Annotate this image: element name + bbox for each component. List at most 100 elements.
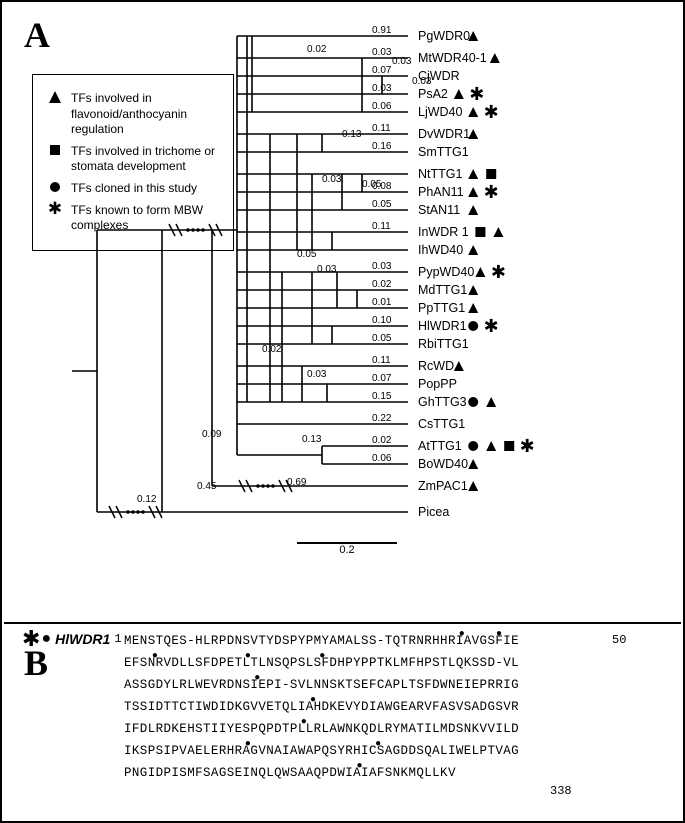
- internal-branch-length: 0.03: [317, 264, 337, 275]
- sequence-line: ●IFDLRDKEHSTIIYESPQPDTPLLRLAWNKQDLRYMATI…: [124, 718, 519, 740]
- tip-label: NtTTG1: [418, 167, 462, 181]
- branch-length: 0.11: [372, 355, 391, 366]
- seq-end-50: 50: [612, 633, 626, 647]
- triangle-icon: [490, 53, 500, 63]
- star-icon: ✱: [484, 182, 499, 202]
- triangle-icon: [468, 459, 478, 469]
- branch-length: 0.05: [372, 333, 392, 344]
- triangle-icon: [475, 267, 485, 277]
- internal-branch-length: 0.12: [137, 494, 157, 505]
- internal-branch-length: 0.13: [342, 129, 362, 140]
- triangle-icon: [468, 285, 478, 295]
- tip-label: InWDR 1: [418, 225, 469, 239]
- svg-text:✱: ✱: [484, 316, 499, 336]
- tip-label: SmTTG1: [418, 145, 469, 159]
- panel-divider: [4, 622, 681, 624]
- triangle-icon: [468, 245, 478, 255]
- internal-branch-length: 0.69: [287, 477, 307, 488]
- branch-length: 0.02: [372, 279, 392, 290]
- tip-label: StAN11: [418, 203, 460, 217]
- circle-icon: [468, 321, 478, 331]
- triangle-icon: [468, 187, 478, 197]
- svg-text:✱: ✱: [484, 182, 499, 202]
- sequence-line: ●ASSGDYLRLWEVRDNSIEPI-SVLNNSKTSEFCAPLTSF…: [124, 674, 519, 696]
- sequence-line: ●●●EFSNRVDLLSFDPETLTLNSQPSLSFDHPYPPTKLMF…: [124, 652, 519, 674]
- tip-label: PsA2: [418, 87, 448, 101]
- tip-label: ZmPAC1: [418, 479, 468, 493]
- star-icon: ✱: [491, 262, 506, 282]
- tip-label: CjWDR: [418, 69, 460, 83]
- triangle-icon: [468, 205, 478, 215]
- triangle-icon: [486, 441, 496, 451]
- star-icon: ✱: [520, 436, 535, 456]
- svg-text:✱: ✱: [520, 436, 535, 456]
- triangle-icon: [454, 89, 464, 99]
- seq-header: ✱ ● HlWDR1 1: [22, 626, 122, 652]
- branch-length: 0.07: [372, 373, 392, 384]
- triangle-icon: [468, 107, 478, 117]
- circle-icon: [468, 441, 478, 451]
- branch-length: 0.02: [372, 435, 392, 446]
- internal-branch-length: 0.02: [307, 44, 327, 55]
- internal-branch-length: 0.02: [262, 344, 282, 355]
- phylo-tree: 0.020.030.030.130.030.050.030.050.020.03…: [42, 12, 682, 552]
- tip-label: PopPP: [418, 377, 457, 391]
- star-icon: ✱: [484, 316, 499, 336]
- branch-length: 0.15: [372, 391, 392, 402]
- triangle-icon: [454, 361, 464, 371]
- triangle-icon: [468, 169, 478, 179]
- triangle-icon: [468, 481, 478, 491]
- circle-icon: ●: [41, 630, 51, 648]
- star-icon: ✱: [469, 84, 484, 104]
- tip-label: AtTTG1: [418, 439, 462, 453]
- internal-branch-length: 0.45: [197, 481, 217, 492]
- tip-label: MtWDR40-1: [418, 51, 487, 65]
- branch-length: 0.03: [372, 261, 392, 272]
- branch-length: 0.03: [372, 47, 392, 58]
- internal-branch-length: 0.03: [307, 369, 327, 380]
- sequence-line: ●TSSIDTTCTIWDIDKGVVETQLIAHDKEVYDIAWGEARV…: [124, 696, 519, 718]
- branch-length: 0.10: [372, 315, 392, 326]
- branch-length: 0.06: [372, 101, 392, 112]
- tip-label: RbiTTG1: [418, 337, 469, 351]
- branch-length: 0.16: [372, 141, 392, 152]
- tip-label: HlWDR1: [418, 319, 467, 333]
- tip-label: PhAN11: [418, 185, 464, 199]
- sequence-line: ●●IKSPSIPVAELERHRAGVNAIAWAPQSYRHICSAGDDS…: [124, 740, 519, 762]
- branch-length: 0.11: [372, 123, 391, 134]
- branch-length: 0.05: [372, 199, 392, 210]
- tip-label: Picea: [418, 505, 449, 519]
- branch-length: 0.01: [372, 297, 392, 308]
- branch-length: 0.91: [372, 25, 392, 36]
- triangle-icon: [486, 397, 496, 407]
- seq-name: HlWDR1: [55, 631, 110, 647]
- internal-branch-length: 0.05: [297, 249, 317, 260]
- star-icon: ✱: [484, 102, 499, 122]
- internal-branch-length: 0.03: [322, 174, 342, 185]
- internal-branch-length: 0.03: [392, 56, 412, 67]
- square-icon: [486, 169, 496, 179]
- triangle-icon: [493, 227, 503, 237]
- triangle-icon: [468, 303, 478, 313]
- tip-label: DvWDR1: [418, 127, 470, 141]
- branch-length: 0.03: [372, 83, 392, 94]
- scalebar-value: 0.2: [297, 544, 397, 556]
- seq-final-pos: 338: [550, 784, 572, 798]
- svg-text:✱: ✱: [469, 84, 484, 104]
- tip-label: CsTTG1: [418, 417, 465, 431]
- square-icon: [475, 227, 485, 237]
- internal-branch-length: 0.09: [202, 429, 222, 440]
- circle-icon: [468, 397, 478, 407]
- sequence-block: ●●MENSTQES-HLRPDNSVTYDSPYPMYAMALSS-TQTRN…: [124, 630, 519, 784]
- branch-length: 0.11: [372, 221, 391, 232]
- tip-label: PgWDR0: [418, 29, 470, 43]
- internal-branch-length: 0.13: [302, 434, 322, 445]
- tip-label: IhWD40: [418, 243, 463, 257]
- svg-text:✱: ✱: [491, 262, 506, 282]
- branch-length: 0.08: [372, 181, 392, 192]
- square-icon: [504, 441, 514, 451]
- tip-label: PpTTG1: [418, 301, 465, 315]
- branch-length: 0.22: [372, 413, 392, 424]
- branch-length: 0.06: [372, 453, 392, 464]
- tip-label: BoWD40: [418, 457, 468, 471]
